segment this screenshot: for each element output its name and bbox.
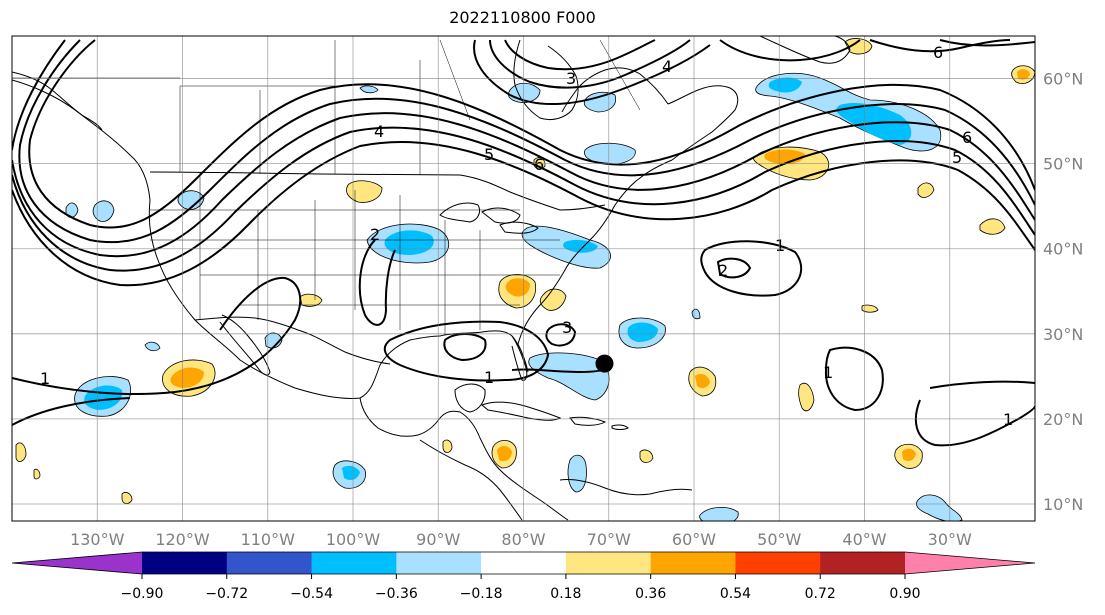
colorbar-segment	[481, 552, 567, 574]
colorbar-tick-label: 0.72	[805, 586, 836, 602]
colorbar-tick-label: −0.54	[290, 586, 333, 602]
contour-label: 6	[534, 155, 544, 174]
contour-layer	[12, 39, 1035, 447]
storm-center-marker	[595, 354, 614, 373]
coastline-layer	[12, 36, 851, 521]
colorbar: −0.90 −0.72 −0.54 −0.36 −0.18 0.18 0.36 0.54 0.7…	[11, 551, 1036, 602]
contour-label: 6	[962, 128, 972, 147]
longitude-tick-label: 90°W	[416, 530, 460, 549]
colorbar-tick-label: −0.18	[460, 586, 503, 602]
colorbar-tick-label: 0.36	[635, 586, 666, 602]
latitude-labels: 60°N 50°N 40°N 30°N 20°N 10°N	[1043, 70, 1083, 514]
colorbar-tick-label: −0.90	[121, 586, 164, 602]
map-frame	[11, 35, 1036, 522]
longitude-tick-label: 110°W	[241, 530, 296, 549]
colorbar-segment	[226, 552, 313, 574]
longitude-labels: 130°W 120°W 110°W 100°W 90°W 80°W 70°W 60°W 50°W…	[70, 530, 972, 549]
longitude-tick-label: 130°W	[70, 530, 125, 549]
contour-label: 1	[1003, 410, 1013, 429]
contour-label: 2	[370, 225, 380, 244]
longitude-tick-label: 120°W	[155, 530, 210, 549]
colorbar-tick-label: −0.36	[375, 586, 418, 602]
colorbar-tick-label: −0.72	[205, 586, 248, 602]
longitude-tick-label: 50°W	[757, 530, 801, 549]
latitude-tick-label: 50°N	[1043, 155, 1083, 174]
colorbar-tick-label: 0.18	[550, 586, 581, 602]
longitude-tick-label: 30°W	[928, 530, 972, 549]
contour-label: 1	[823, 363, 833, 382]
political-boundaries	[12, 39, 641, 335]
longitude-tick-label: 100°W	[326, 530, 381, 549]
colorbar-segment	[565, 552, 652, 574]
colorbar-extend-high	[905, 552, 1035, 574]
longitude-tick-label: 80°W	[501, 530, 545, 549]
latitude-tick-label: 20°N	[1043, 410, 1083, 429]
colorbar-tick-label: 0.54	[720, 586, 751, 602]
latitude-tick-label: 30°N	[1043, 325, 1083, 344]
latitude-tick-label: 10°N	[1043, 495, 1083, 514]
colorbar-segment	[735, 552, 821, 574]
longitude-tick-label: 60°W	[672, 530, 716, 549]
contour-label: 6	[933, 43, 943, 62]
longitude-tick-label: 70°W	[587, 530, 631, 549]
contour-label: 1	[484, 368, 494, 387]
contour-label: 1	[775, 236, 785, 255]
graticule	[12, 36, 1035, 521]
contour-label: 2	[718, 261, 728, 280]
contour-label: 4	[662, 57, 672, 76]
colorbar-extend-low	[12, 552, 142, 574]
contour-label: 4	[374, 122, 384, 141]
colorbar-segment	[142, 552, 228, 574]
colorbar-segment	[650, 552, 736, 574]
negative-anomaly-areas	[65, 72, 963, 521]
colorbar-segment	[311, 552, 397, 574]
contour-label: 3	[562, 318, 572, 337]
colorbar-segment	[820, 552, 906, 574]
shaded-anomaly-layer	[15, 38, 1035, 521]
latitude-tick-label: 60°N	[1043, 70, 1083, 89]
longitude-tick-label: 40°W	[842, 530, 886, 549]
contour-label: 5	[952, 148, 962, 167]
map-title: 2022110800 F000	[449, 8, 596, 27]
latitude-tick-label: 40°N	[1043, 240, 1083, 259]
contour-label: 5	[484, 145, 494, 164]
contour-label: 1	[40, 369, 50, 388]
colorbar-segment	[396, 552, 482, 574]
colorbar-tick-label: 0.90	[889, 586, 920, 602]
